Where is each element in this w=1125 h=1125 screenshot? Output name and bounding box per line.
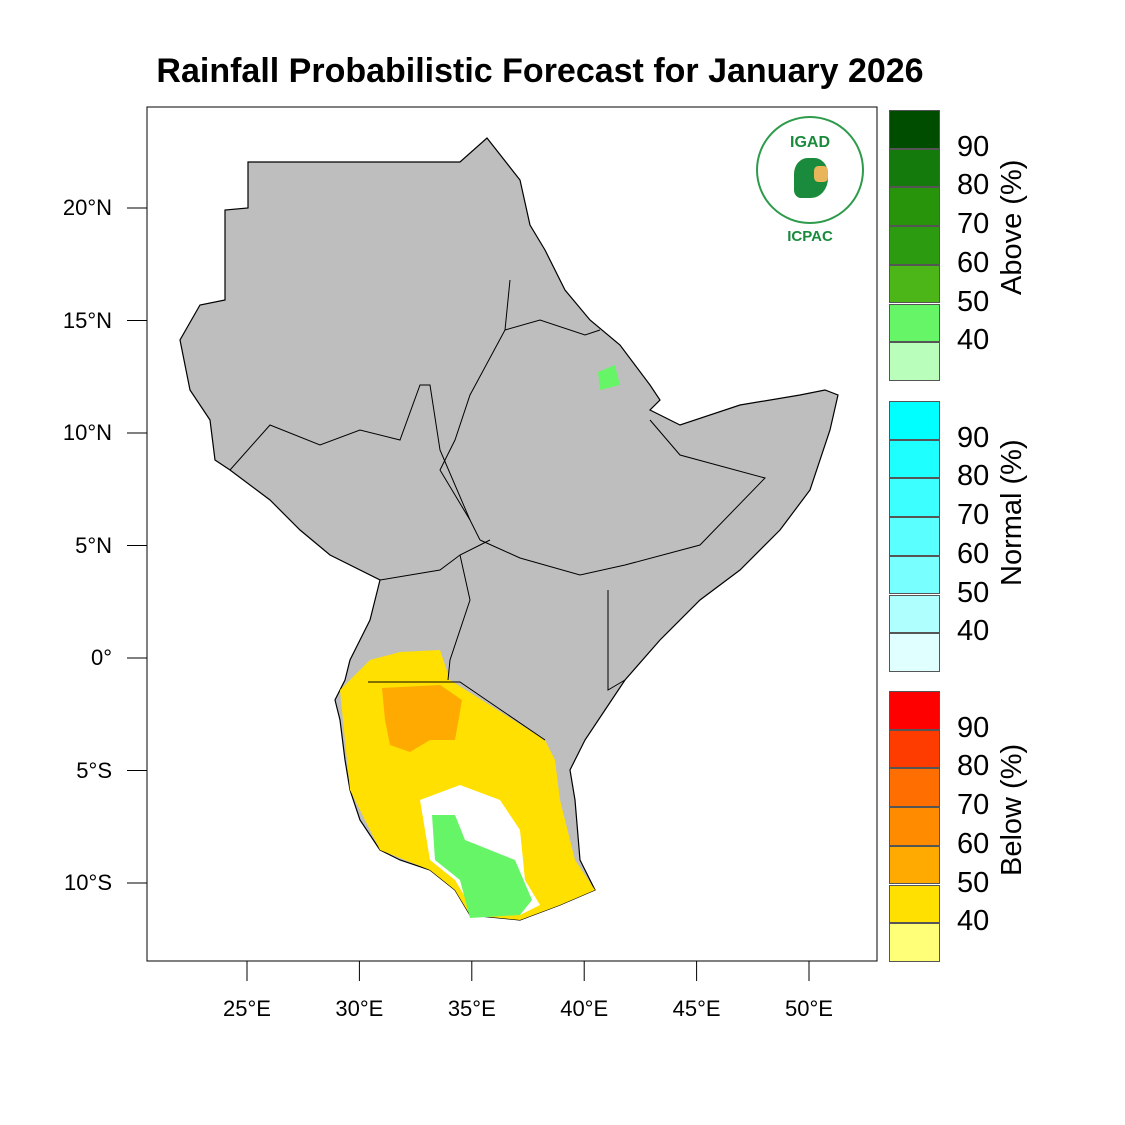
- colorbar-box: [889, 845, 940, 885]
- y-tick-label: 5°N: [75, 532, 112, 558]
- y-tick-label: 15°N: [62, 307, 112, 333]
- x-tick-label: 35°E: [447, 996, 496, 1021]
- colorbar-box: [889, 691, 940, 730]
- x-tick-label: 40°E: [560, 996, 609, 1021]
- colorbar-label: 90: [957, 711, 990, 744]
- region-below-50: [382, 685, 462, 752]
- colorbar-label: 60: [957, 537, 990, 570]
- colorbar-label: 40: [957, 905, 990, 938]
- region-above-40-eritrea: [598, 365, 620, 390]
- colorbar-box: [889, 478, 940, 518]
- x-tick-label: 45°E: [672, 996, 721, 1021]
- colorbar-box: [889, 884, 940, 924]
- colorbar-box: [889, 439, 940, 479]
- y-axis-ticks: [127, 207, 147, 884]
- colorbar-box: [889, 226, 940, 265]
- colorbar-box: [889, 303, 940, 343]
- horn-icon: [814, 166, 828, 182]
- logo-bottom-text: ICPAC: [787, 228, 833, 245]
- colorbar-label: 70: [957, 499, 990, 532]
- colorbar-title: Above (%): [996, 159, 1028, 295]
- logo-top-text: IGAD: [790, 134, 830, 151]
- colorbar-box: [889, 187, 940, 227]
- colorbar-box: [889, 633, 940, 672]
- colorbar-box: [889, 923, 940, 962]
- x-tick-label: 50°E: [785, 996, 833, 1021]
- country-borders: [224, 210, 766, 741]
- colorbar-label: 80: [957, 460, 990, 493]
- colorbar-box: [889, 264, 940, 304]
- colorbar-title: Normal (%): [996, 439, 1028, 586]
- colorbar-label: 90: [957, 421, 990, 454]
- x-tick-label: 30°E: [335, 996, 384, 1021]
- colorbar-title: Below (%): [996, 743, 1028, 876]
- y-tick-label: 0°: [90, 645, 112, 670]
- y-tick-label: 10°S: [64, 870, 112, 895]
- colorbar-label: 70: [957, 208, 990, 241]
- colorbar-label: 80: [957, 750, 990, 783]
- colorbar-label: 90: [957, 130, 990, 163]
- y-tick-label: 5°S: [76, 757, 112, 783]
- logo-ring: [756, 116, 864, 224]
- colorbar-box: [889, 807, 940, 846]
- igad-logo: IGAD ICPAC: [756, 116, 864, 246]
- colorbar-label: 50: [957, 866, 990, 899]
- colorbar-box: [889, 555, 940, 595]
- colorbar-label: 50: [957, 576, 990, 609]
- colorbar-label: 50: [957, 285, 990, 318]
- x-tick-label: 25°E: [223, 996, 271, 1021]
- colorbar-label: 40: [957, 324, 990, 357]
- colorbar-box: [889, 401, 940, 440]
- colorbar-box: [889, 729, 940, 769]
- colorbar-label: 60: [957, 827, 990, 860]
- colorbar-label: 40: [957, 615, 990, 648]
- colorbar-box: [889, 342, 940, 381]
- x-axis-ticks: [246, 961, 810, 981]
- region-above-40: [432, 815, 532, 918]
- colorbar-label: 60: [957, 246, 990, 279]
- chart-title: Rainfall Probabilistic Forecast for Janu…: [156, 52, 924, 90]
- colorbar-label: 70: [957, 789, 990, 822]
- colorbar-box: [889, 110, 940, 149]
- colorbar-box: [889, 148, 940, 188]
- colorbar-box: [889, 517, 940, 556]
- colorbar-box: [889, 768, 940, 808]
- colorbar-label: 80: [957, 169, 990, 202]
- y-tick-label: 20°N: [62, 195, 112, 220]
- colorbar-box: [889, 594, 940, 634]
- y-tick-label: 10°N: [62, 420, 112, 445]
